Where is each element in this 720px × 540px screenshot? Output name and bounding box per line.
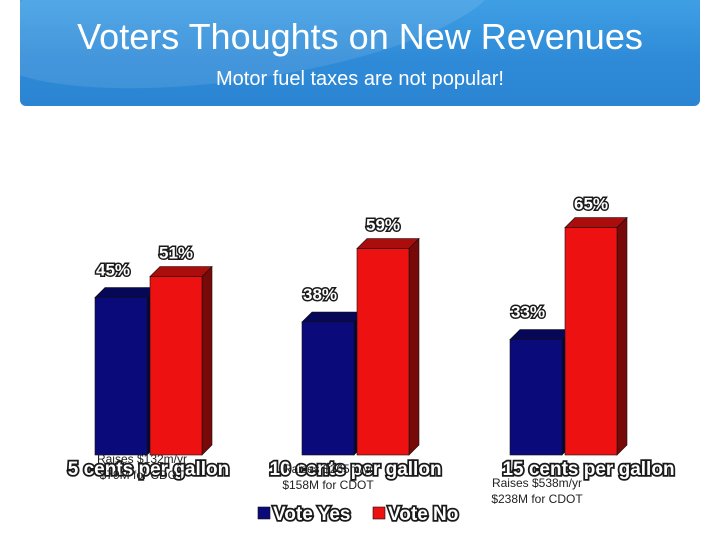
bar-vote-yes-1 (94, 297, 148, 456)
category-label-2: 10 cents per gallon (269, 459, 441, 480)
revenue-note-2-2: $158M for CDOT (282, 478, 374, 492)
revenue-note-1-2: $79M for CDOT (100, 468, 185, 482)
category-label-3: 15 cents per gallon (502, 459, 674, 480)
bar-top-vote-yes-2 (301, 311, 365, 323)
revenue-note-2-1: Raises $265m/yr (283, 462, 373, 476)
revenue-note-3-1: Raises $538m/yr (492, 476, 582, 490)
bar-side-vote-no-2 (408, 237, 420, 456)
data-label-vote-yes-1: 45% (96, 261, 130, 280)
bar-side-vote-no-3 (616, 216, 628, 456)
data-label-vote-no-2: 59% (366, 216, 400, 235)
revenue-note-1-1: Raises $132m/yr (97, 452, 187, 466)
bar-top-vote-no-3 (564, 217, 628, 228)
data-label-vote-no-1: 51% (159, 244, 193, 263)
data-label-vote-no-3: 65% (574, 195, 608, 214)
data-label-vote-yes-2: 38% (303, 285, 337, 304)
page-subtitle: Motor fuel taxes are not popular! (216, 68, 504, 90)
bar-top-vote-yes-3 (509, 329, 573, 340)
bar-vote-yes-2 (301, 321, 355, 456)
bar-vote-no-2 (356, 248, 410, 456)
page-title: Voters Thoughts on New Revenues (77, 16, 643, 57)
title-banner: Voters Thoughts on New Revenues Motor fu… (20, 0, 700, 106)
bar-top-vote-yes-1 (94, 287, 158, 298)
legend-swatch-vote-yes (257, 506, 271, 520)
legend-label-vote-no: Vote No (388, 504, 458, 525)
revenue-note-3-2: $238M for CDOT (491, 492, 583, 506)
data-label-vote-yes-3: 33% (511, 303, 545, 322)
bar-vote-no-1 (149, 276, 203, 456)
bar-vote-yes-3 (509, 339, 563, 456)
bar-top-vote-no-2 (356, 238, 420, 249)
legend-label-vote-yes: Vote Yes (273, 504, 350, 525)
bar-vote-no-3 (564, 227, 618, 456)
legend-swatch-vote-no (372, 506, 386, 520)
bar-side-vote-no-1 (201, 265, 213, 456)
category-label-1: 5 cents per gallon (68, 459, 230, 480)
bar-top-vote-no-1 (149, 266, 213, 277)
